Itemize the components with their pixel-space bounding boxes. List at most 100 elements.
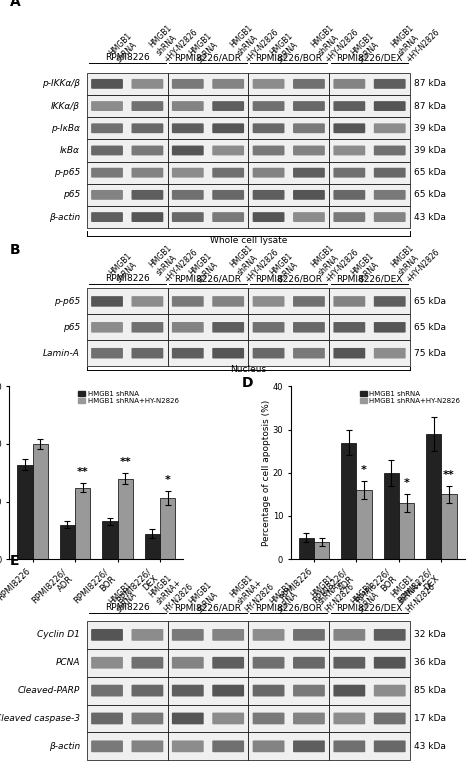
FancyBboxPatch shape (91, 685, 123, 697)
Text: 17 kDa: 17 kDa (413, 714, 446, 723)
Bar (168, 139, 248, 162)
Text: HMGB1
shRNA
+HY-N2826: HMGB1 shRNA +HY-N2826 (228, 233, 280, 284)
FancyBboxPatch shape (374, 657, 406, 668)
Bar (329, 340, 410, 367)
Bar (248, 162, 329, 184)
Text: RPMI8226/ADR: RPMI8226/ADR (174, 274, 241, 283)
Bar (248, 139, 329, 162)
FancyBboxPatch shape (293, 213, 325, 222)
FancyBboxPatch shape (374, 123, 406, 133)
FancyBboxPatch shape (212, 123, 244, 133)
FancyBboxPatch shape (293, 296, 325, 306)
Text: p-p65: p-p65 (54, 168, 80, 177)
FancyBboxPatch shape (333, 123, 365, 133)
Text: HMGB1
shRNA+
HY-N2826: HMGB1 shRNA+ HY-N2826 (390, 567, 437, 614)
Bar (383, 473, 399, 559)
Bar (299, 537, 314, 559)
Text: RPMI8226: RPMI8226 (105, 53, 150, 62)
Bar (118, 478, 133, 559)
Bar (248, 73, 329, 95)
FancyBboxPatch shape (172, 190, 204, 199)
FancyBboxPatch shape (333, 322, 365, 333)
FancyBboxPatch shape (293, 741, 325, 752)
FancyBboxPatch shape (212, 348, 244, 359)
FancyBboxPatch shape (293, 685, 325, 697)
Text: RPMI8226/BOR: RPMI8226/BOR (255, 603, 322, 612)
FancyBboxPatch shape (253, 712, 284, 725)
FancyBboxPatch shape (374, 296, 406, 306)
Bar (329, 95, 410, 117)
Bar (87, 732, 168, 760)
Bar (248, 732, 329, 760)
FancyBboxPatch shape (212, 685, 244, 697)
FancyBboxPatch shape (131, 657, 164, 668)
FancyBboxPatch shape (172, 213, 204, 222)
FancyBboxPatch shape (374, 101, 406, 111)
Bar (102, 521, 118, 559)
Text: HMGB1
shRNA+
HY-N2826: HMGB1 shRNA+ HY-N2826 (228, 567, 275, 614)
Bar (248, 705, 329, 732)
FancyBboxPatch shape (374, 741, 406, 752)
FancyBboxPatch shape (293, 348, 325, 359)
Bar (168, 289, 248, 314)
FancyBboxPatch shape (131, 146, 164, 156)
Text: *: * (403, 478, 410, 488)
Text: 65 kDa: 65 kDa (413, 190, 446, 199)
Text: HMGB1
shRNA
+HY-N2826: HMGB1 shRNA +HY-N2826 (309, 12, 361, 65)
Legend: HMGB1 shRNA, HMGB1 shRNA+HY-N2826: HMGB1 shRNA, HMGB1 shRNA+HY-N2826 (78, 390, 180, 404)
Text: Whole cell lysate: Whole cell lysate (210, 236, 287, 245)
Bar (168, 732, 248, 760)
FancyBboxPatch shape (374, 190, 406, 199)
FancyBboxPatch shape (333, 657, 365, 668)
Text: B: B (9, 243, 20, 256)
Text: RPMI8226/DEX: RPMI8226/DEX (337, 603, 403, 612)
FancyBboxPatch shape (333, 741, 365, 752)
FancyBboxPatch shape (333, 146, 365, 156)
Text: 87 kDa: 87 kDa (413, 102, 446, 111)
FancyBboxPatch shape (293, 101, 325, 111)
Bar (168, 184, 248, 206)
FancyBboxPatch shape (91, 168, 123, 178)
FancyBboxPatch shape (293, 190, 325, 199)
FancyBboxPatch shape (172, 322, 204, 333)
FancyBboxPatch shape (131, 685, 164, 697)
Text: HMGB1
shRNA
+HY-N2826: HMGB1 shRNA +HY-N2826 (390, 12, 442, 65)
Bar (168, 95, 248, 117)
FancyBboxPatch shape (91, 79, 123, 89)
FancyBboxPatch shape (253, 213, 284, 222)
Bar (18, 465, 33, 559)
Bar (329, 314, 410, 340)
FancyBboxPatch shape (131, 741, 164, 752)
FancyBboxPatch shape (131, 168, 164, 178)
FancyBboxPatch shape (253, 101, 284, 111)
Bar (168, 73, 248, 95)
FancyBboxPatch shape (91, 296, 123, 306)
Text: 85 kDa: 85 kDa (413, 686, 446, 695)
Bar (75, 487, 91, 559)
Bar (160, 498, 175, 559)
Bar (87, 184, 168, 206)
Bar (87, 314, 168, 340)
Bar (168, 162, 248, 184)
FancyBboxPatch shape (253, 322, 284, 333)
Text: *: * (361, 465, 367, 475)
FancyBboxPatch shape (293, 712, 325, 725)
FancyBboxPatch shape (333, 168, 365, 178)
Text: HMGB1
shRNA
+HY-N2826: HMGB1 shRNA +HY-N2826 (228, 12, 280, 65)
FancyBboxPatch shape (293, 657, 325, 668)
FancyBboxPatch shape (333, 629, 365, 641)
Bar (87, 621, 168, 649)
FancyBboxPatch shape (172, 629, 204, 641)
FancyBboxPatch shape (253, 685, 284, 697)
Bar (329, 206, 410, 228)
FancyBboxPatch shape (172, 712, 204, 725)
FancyBboxPatch shape (333, 79, 365, 89)
Text: p65: p65 (63, 323, 80, 332)
Bar (441, 494, 456, 559)
Text: HMGB1
shRNA
+HY-N2826: HMGB1 shRNA +HY-N2826 (147, 12, 199, 65)
Bar (248, 95, 329, 117)
FancyBboxPatch shape (374, 629, 406, 641)
FancyBboxPatch shape (212, 168, 244, 178)
Text: 87 kDa: 87 kDa (413, 79, 446, 89)
FancyBboxPatch shape (374, 712, 406, 725)
